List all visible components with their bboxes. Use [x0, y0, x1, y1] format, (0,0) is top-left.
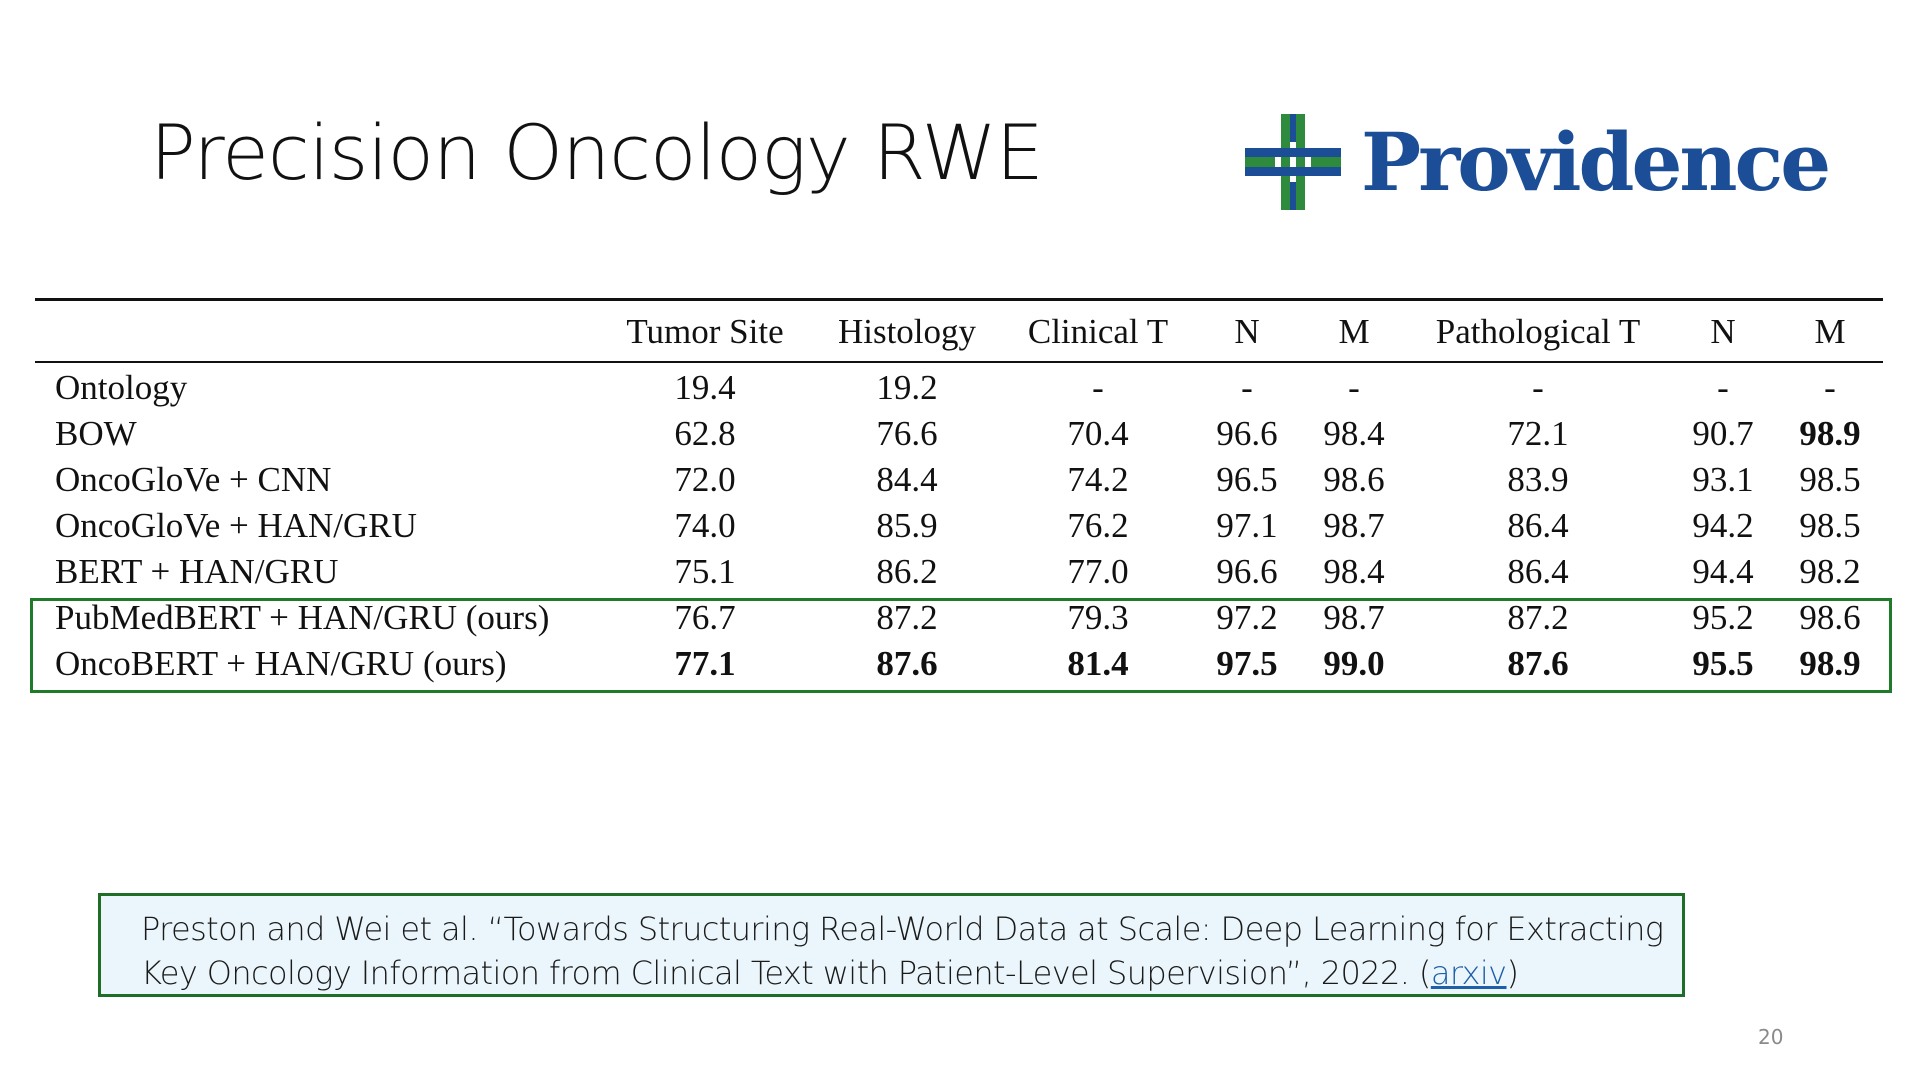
table-cell: 98.2 — [1799, 552, 1861, 591]
table-cell: 70.4 — [1067, 414, 1129, 453]
table-cell: 72.0 — [674, 460, 736, 499]
table-cell: 75.1 — [674, 552, 736, 591]
table-cell: 94.2 — [1692, 506, 1754, 545]
table-cell: 87.2 — [1507, 598, 1569, 637]
table-cell: 79.3 — [1067, 598, 1129, 637]
citation-box: Preston and Wei et al. “Towards Structur… — [98, 893, 1685, 997]
table-cell: 98.5 — [1799, 506, 1861, 545]
citation-line-2-text: Key Oncology Information from Clinical T… — [141, 954, 1431, 992]
table-cell: - — [1824, 368, 1836, 407]
clinical-t-header: Clinical T — [1027, 312, 1169, 351]
table-cell: 87.6 — [1507, 644, 1569, 683]
table-cell: 98.9 — [1799, 644, 1861, 683]
table-row-label: PubMedBERT + HAN/GRU (ours) — [55, 598, 550, 637]
table-cell: - — [1348, 368, 1360, 407]
table-cell: 98.6 — [1799, 598, 1861, 637]
table-row-label: BERT + HAN/GRU — [55, 552, 339, 591]
table-cell: 93.1 — [1692, 460, 1754, 499]
table-row-label: Ontology — [55, 368, 188, 407]
histology-header: Histology — [837, 312, 977, 351]
table-cell: 95.5 — [1692, 644, 1754, 683]
table-cell: 95.2 — [1692, 598, 1754, 637]
table-cell: 87.2 — [876, 598, 938, 637]
citation-line-1: Preston and Wei et al. “Towards Structur… — [141, 910, 1664, 948]
table-cell: 77.0 — [1067, 552, 1129, 591]
table-cell: 98.6 — [1323, 460, 1385, 499]
table-cell: 98.5 — [1799, 460, 1861, 499]
table-cell: 81.4 — [1067, 644, 1129, 683]
table-cell: 96.6 — [1216, 414, 1278, 453]
table-cell: - — [1532, 368, 1544, 407]
table-cell: 19.4 — [674, 368, 736, 407]
table-cell: 86.4 — [1507, 552, 1569, 591]
table-header-rule — [35, 361, 1883, 363]
table-cell: 85.9 — [876, 506, 938, 545]
table-cell: 98.9 — [1799, 414, 1861, 453]
providence-cross-icon — [1245, 114, 1341, 210]
tumor-site-header: Tumor Site — [626, 312, 784, 351]
table-cell: 72.1 — [1507, 414, 1569, 453]
table-cell: - — [1092, 368, 1104, 407]
table-cell: 76.2 — [1067, 506, 1129, 545]
table-cell: 98.7 — [1323, 506, 1385, 545]
table-cell: 94.4 — [1692, 552, 1754, 591]
table-cell: 90.7 — [1692, 414, 1754, 453]
pathological-m-header: M — [1814, 312, 1846, 351]
pathological-t-header: Pathological T — [1435, 312, 1641, 351]
table-cell: 97.2 — [1216, 598, 1278, 637]
table-cell: 87.6 — [876, 644, 938, 683]
table-cell: 84.4 — [876, 460, 938, 499]
table-cell: 98.7 — [1323, 598, 1385, 637]
table-cell: 96.6 — [1216, 552, 1278, 591]
table-cell: 77.1 — [674, 644, 736, 683]
table-cell: 99.0 — [1323, 644, 1385, 683]
table-cell: 19.2 — [876, 368, 938, 407]
table-top-rule — [35, 298, 1883, 301]
table-row-label: OncoGloVe + CNN — [55, 460, 332, 499]
providence-logo-text: Providence — [1361, 115, 1831, 209]
table-cell: 83.9 — [1507, 460, 1569, 499]
table-cell: - — [1241, 368, 1253, 407]
table-row-label: BOW — [55, 414, 137, 453]
table-cell: 76.7 — [674, 598, 736, 637]
citation-line-2: Key Oncology Information from Clinical T… — [141, 951, 1682, 995]
table-cell: 86.4 — [1507, 506, 1569, 545]
table-cell: - — [1717, 368, 1729, 407]
clinical-n-header: N — [1234, 312, 1260, 351]
table-cell: 74.2 — [1067, 460, 1129, 499]
providence-logo: Providence — [1245, 112, 1831, 212]
table-cell: 86.2 — [876, 552, 938, 591]
table-row-label: OncoBERT + HAN/GRU (ours) — [55, 644, 507, 683]
table-cell: 96.5 — [1216, 460, 1278, 499]
arxiv-link[interactable]: arxiv — [1430, 954, 1507, 992]
table-cell: 76.6 — [876, 414, 938, 453]
clinical-m-header: M — [1338, 312, 1370, 351]
table-cell: 98.4 — [1323, 414, 1385, 453]
table-cell: 97.1 — [1216, 506, 1278, 545]
table-cell: 97.5 — [1216, 644, 1278, 683]
ours-highlight-box — [30, 598, 1892, 693]
slide-title: Precision Oncology RWE — [150, 108, 1044, 197]
citation-line-2-close: ) — [1506, 954, 1519, 992]
page-number: 20 — [1758, 1025, 1784, 1049]
table-cell: 62.8 — [674, 414, 736, 453]
table-cell: 74.0 — [674, 506, 736, 545]
pathological-n-header: N — [1710, 312, 1736, 351]
table-row-label: OncoGloVe + HAN/GRU — [55, 506, 417, 545]
table-cell: 98.4 — [1323, 552, 1385, 591]
